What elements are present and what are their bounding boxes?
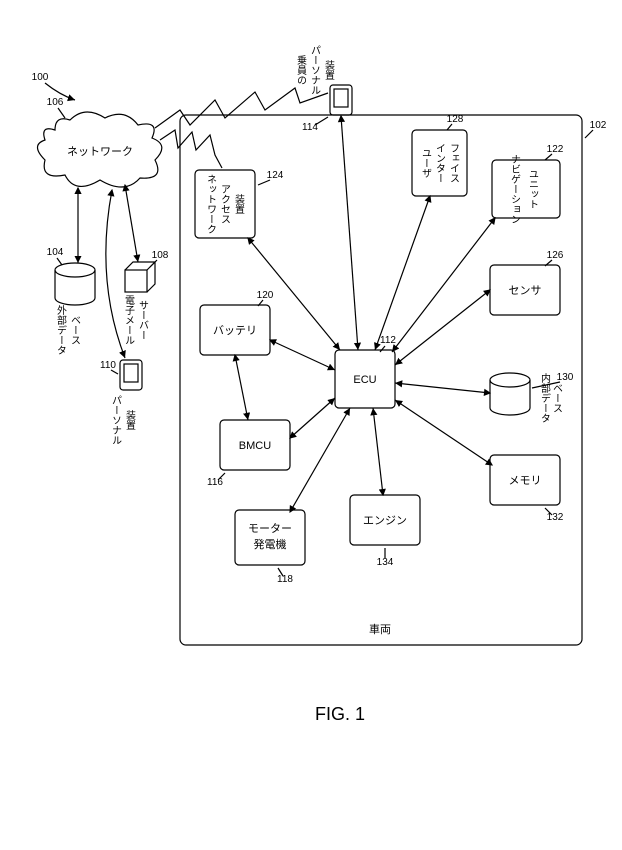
intdb-top: [490, 373, 530, 387]
email-l1: 電子メール: [123, 295, 135, 345]
personal-l2: 装置: [124, 409, 136, 430]
intdb-l2: ベース: [551, 383, 563, 413]
ecu-label: ECU: [353, 374, 376, 386]
ref-extdb: 104: [47, 247, 64, 258]
motor-l1: モーター: [248, 522, 292, 535]
ref-ecu: 112: [380, 335, 396, 346]
battery-label: バッテリ: [213, 324, 257, 337]
motor-l2: 発電機: [254, 537, 287, 551]
engine-label: エンジン: [363, 515, 407, 527]
wireless-link: [160, 130, 222, 168]
ext-db-top: [55, 263, 95, 277]
figure-label: FIG. 1: [315, 704, 365, 724]
ref-ui: 128: [447, 114, 464, 125]
ref-battery: 120: [257, 290, 274, 301]
personal-l1: パーソナル: [110, 395, 122, 445]
vehicle-label: 車両: [369, 622, 391, 636]
bmcu-label: BMCU: [239, 440, 271, 452]
ref-system: 100: [32, 72, 49, 83]
occupant-device: [330, 85, 352, 115]
ref-bmcu: 116: [207, 477, 223, 488]
ref-email: 108: [152, 250, 169, 261]
email-l2: サーバー: [137, 300, 149, 340]
ref-occ: 114: [302, 122, 318, 133]
ui-l3: フェイス: [448, 143, 460, 183]
netacc-l2: アクセス: [219, 184, 231, 224]
ref-memory: 132: [547, 512, 564, 523]
sensor-label: センサ: [509, 284, 542, 297]
occ-l2: パーソナル: [309, 45, 321, 95]
occ-l3: 装置: [323, 59, 335, 80]
system-diagram: 100 車両 102 ネットワーク 106 外部データ ベース 104 電子メー…: [0, 0, 622, 850]
intdb-l1: 内部データ: [539, 372, 551, 423]
ext-db-l2: ベース: [69, 315, 81, 345]
netacc-l3: 装置: [233, 193, 245, 214]
ref-vehicle: 102: [590, 120, 607, 131]
ref-sensor: 126: [547, 250, 564, 261]
netacc-l1: ネットワーク: [205, 174, 217, 234]
ext-db-l1: 外部データ: [55, 305, 67, 355]
nav-l2: ユニット: [527, 169, 539, 209]
network-label: ネットワーク: [67, 145, 133, 158]
motor-box: [235, 510, 305, 565]
ref-personal: 110: [100, 360, 116, 371]
ref-nav: 122: [547, 144, 564, 155]
ui-l2: インター: [434, 143, 446, 183]
occ-l1: 乗員の: [295, 55, 307, 85]
nav-l1: ナビゲーション: [509, 154, 521, 224]
ref-intdb: 130: [557, 372, 574, 383]
ref-network: 106: [47, 97, 64, 108]
ref-motor: 118: [277, 574, 293, 585]
personal-device: [120, 360, 142, 390]
memory-label: メモリ: [509, 475, 542, 487]
ref-netacc: 124: [267, 170, 284, 181]
ui-l1: ユーザ: [420, 148, 432, 178]
ref-engine: 134: [377, 557, 394, 568]
